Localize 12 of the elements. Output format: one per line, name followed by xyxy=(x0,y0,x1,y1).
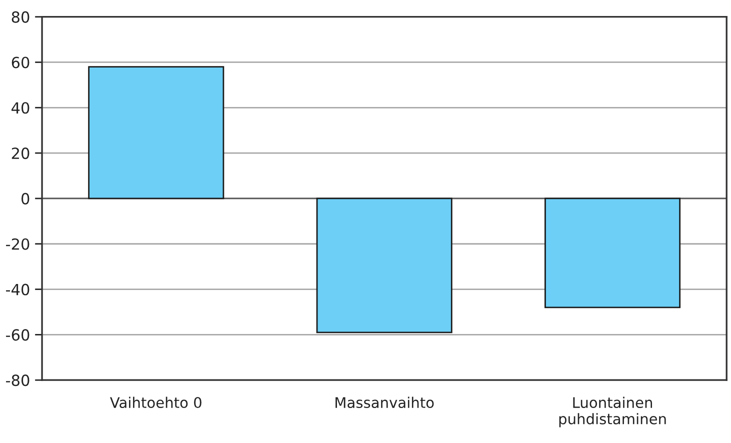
y-tick-label: -20 xyxy=(6,238,30,250)
y-tick-label: -40 xyxy=(6,284,30,296)
y-tick-label: 60 xyxy=(12,56,30,68)
y-tick-label: 80 xyxy=(12,11,30,23)
y-tick-label: -60 xyxy=(6,329,30,341)
x-tick-label: Massanvaihto xyxy=(336,396,434,408)
y-tick-label: 40 xyxy=(12,102,30,114)
y-tick-label: -80 xyxy=(6,374,30,386)
x-tick-label: Vaihtoehto 0 xyxy=(110,396,202,408)
y-tick-label: 20 xyxy=(12,148,30,160)
y-tick-label: 0 xyxy=(22,192,30,204)
x-tick-label: Luontainen puhdistaminen xyxy=(559,396,666,428)
